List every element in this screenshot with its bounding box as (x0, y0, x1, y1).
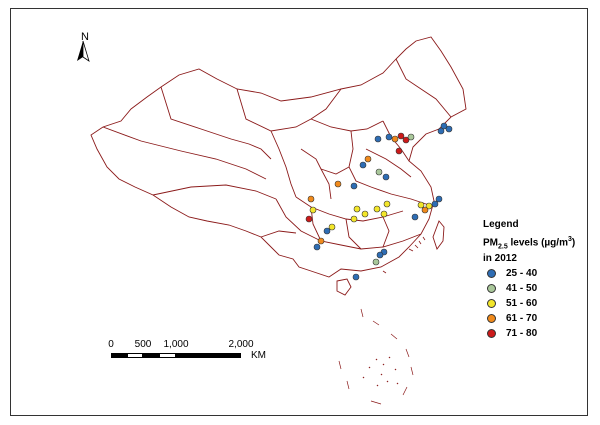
city-point (445, 125, 453, 133)
province-line (160, 86, 272, 160)
city-points (305, 122, 453, 281)
legend-item: 61 - 70 (483, 311, 575, 325)
province-line (102, 126, 267, 180)
province-line (365, 148, 412, 178)
scale-segment (143, 353, 159, 358)
city-point (307, 195, 315, 203)
scale-segment (159, 353, 176, 358)
city-point (431, 200, 439, 208)
city-point (309, 206, 317, 214)
province-line (300, 148, 332, 200)
china-map (77, 36, 467, 405)
scale-segment (127, 353, 143, 358)
city-point (411, 213, 419, 221)
legend-item: 51 - 60 (483, 296, 575, 310)
map-frame: N Legend PM2.5 levels (µg/m3) in 2012 25… (10, 8, 588, 416)
scale-tick-500: 500 (134, 339, 152, 350)
city-point (328, 223, 336, 231)
province-line (310, 118, 384, 132)
city-point (359, 161, 367, 169)
city-point (313, 243, 321, 251)
legend-item-label: 41 - 50 (506, 282, 538, 294)
city-point (395, 147, 403, 155)
legend-item-label: 25 - 40 (506, 267, 538, 279)
city-point (407, 133, 415, 141)
legend: Legend PM2.5 levels (µg/m3) in 2012 25 -… (483, 219, 575, 340)
city-point (350, 215, 358, 223)
legend-items: 25 - 40 41 - 50 51 - 60 61 - 70 71 - 80 (483, 266, 575, 340)
province-line (345, 218, 362, 250)
province-boundaries (90, 36, 467, 405)
city-point (372, 258, 380, 266)
province-line (382, 216, 390, 248)
scale-segment (111, 353, 127, 358)
city-point (391, 135, 399, 143)
legend-item: 41 - 50 (483, 281, 575, 295)
legend-item-label: 61 - 70 (506, 312, 538, 324)
province-line (320, 166, 350, 175)
scale-segment (176, 353, 241, 358)
country-outline (90, 36, 467, 278)
city-point (305, 215, 313, 223)
legend-title: Legend (483, 219, 519, 230)
legend-item-label: 51 - 60 (506, 297, 538, 309)
north-label: N (81, 31, 89, 43)
city-point (402, 136, 410, 144)
legend-item-label: 71 - 80 (506, 327, 538, 339)
province-line (275, 198, 422, 250)
legend-subtitle-year: in 2012 (483, 253, 517, 265)
hainan-outline (336, 278, 352, 296)
province-line (260, 230, 297, 238)
taiwan-outline (432, 220, 445, 250)
province-line (236, 88, 342, 132)
north-arrow-icon (77, 40, 90, 62)
city-point (364, 155, 372, 163)
city-point (440, 122, 448, 130)
scale-tick-1000: 1,000 (163, 339, 189, 350)
city-point (353, 205, 361, 213)
city-point (380, 210, 388, 218)
city-point (417, 201, 425, 209)
scale-tick-2000: 2,000 (228, 339, 254, 350)
legend-swatch-icon (487, 268, 496, 278)
legend-swatch-icon (487, 313, 496, 323)
city-point (334, 180, 342, 188)
scale-tick-0: 0 (108, 339, 114, 350)
city-point (352, 273, 360, 281)
city-point (425, 202, 433, 210)
legend-swatch-icon (487, 283, 496, 293)
city-point (361, 210, 369, 218)
province-line (395, 58, 452, 118)
city-point (373, 205, 381, 213)
city-point (435, 195, 443, 203)
city-point (350, 182, 358, 190)
legend-subtitle: PM2.5 levels (µg/m3) (483, 236, 576, 251)
city-point (376, 251, 384, 259)
city-point (397, 132, 405, 140)
coast-detail (382, 236, 426, 274)
city-point (382, 173, 390, 181)
city-point (385, 133, 393, 141)
legend-item: 71 - 80 (483, 326, 575, 340)
province-line (270, 130, 297, 198)
city-point (374, 135, 382, 143)
legend-swatch-icon (487, 298, 496, 308)
legend-swatch-icon (487, 328, 496, 338)
city-point (437, 127, 445, 135)
scale-bar: 0 500 1,000 2,000 KM (108, 339, 351, 369)
legend-item: 25 - 40 (483, 266, 575, 280)
city-point (421, 206, 429, 214)
city-point (323, 227, 331, 235)
scale-unit: KM (251, 350, 266, 361)
province-line (382, 120, 410, 162)
city-point (383, 200, 391, 208)
nine-dash-line (338, 308, 414, 405)
city-point (317, 237, 325, 245)
province-line (152, 184, 277, 200)
island-dots (362, 356, 399, 387)
city-point (375, 168, 383, 176)
